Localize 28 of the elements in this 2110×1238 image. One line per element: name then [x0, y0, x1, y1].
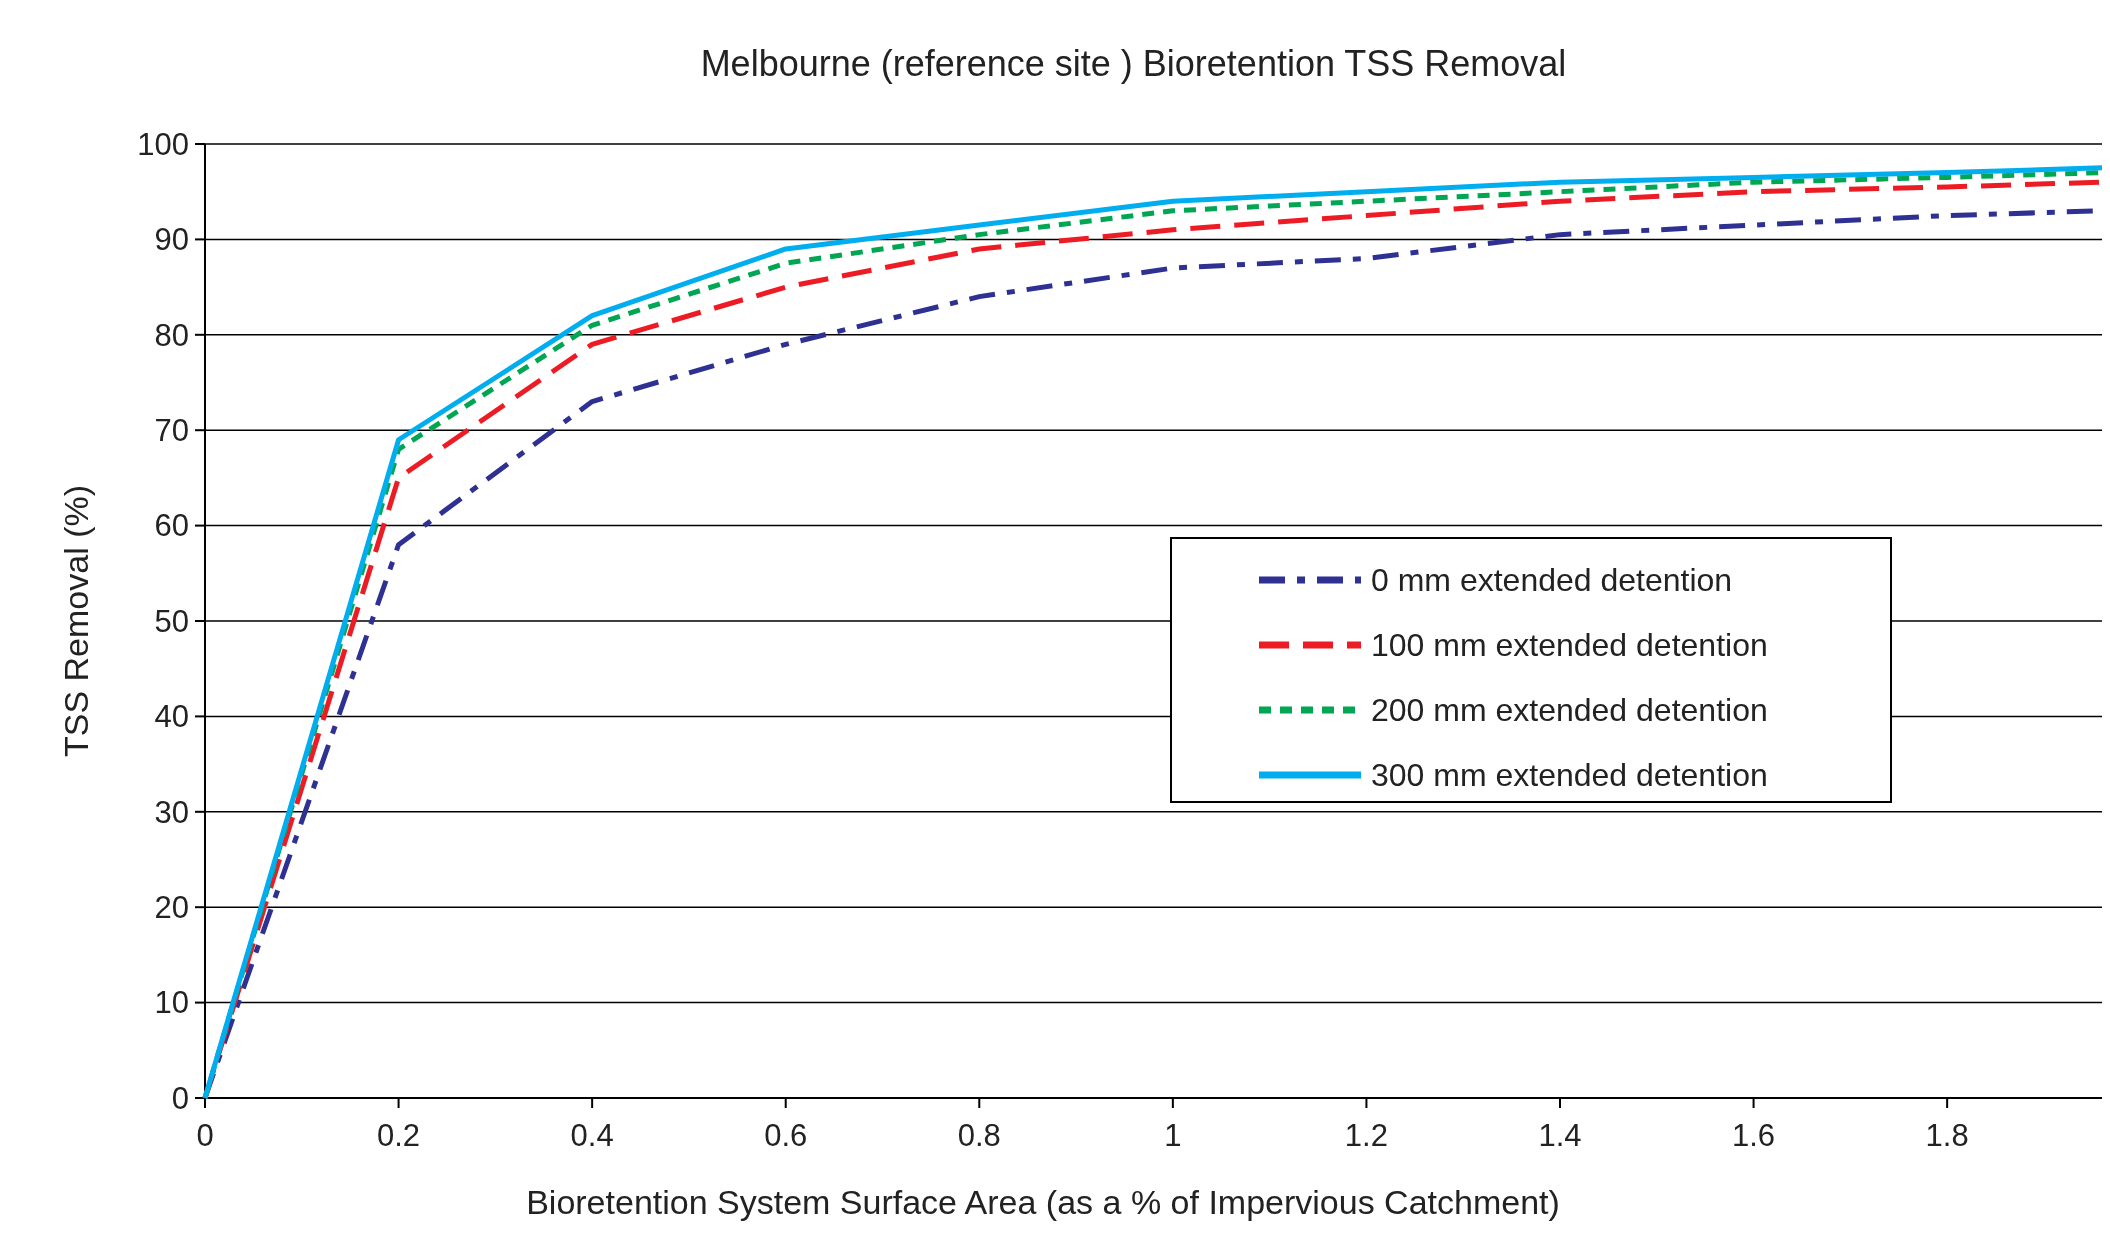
x-tick-label: 0.2 [377, 1118, 421, 1153]
y-tick-label: 80 [154, 317, 189, 353]
legend-label: 300 mm extended detention [1371, 757, 1768, 794]
y-tick-label: 20 [154, 890, 189, 926]
y-tick-label: 10 [154, 985, 189, 1021]
x-tick-label: 1.6 [1732, 1118, 1776, 1153]
x-tick-label: 0.6 [764, 1118, 808, 1153]
y-tick-label: 60 [154, 508, 189, 544]
x-tick-label: 1 [1164, 1118, 1182, 1153]
y-tick-label: 0 [171, 1080, 189, 1116]
legend-label: 200 mm extended detention [1371, 692, 1768, 729]
x-tick-label: 1.8 [1925, 1118, 1969, 1153]
x-tick-label: 0.8 [957, 1118, 1001, 1153]
x-tick-label: 1.4 [1538, 1118, 1582, 1153]
y-tick-label: 70 [154, 413, 189, 449]
chart-title: Melbourne (reference site ) Bioretention TSS Removal [700, 43, 1567, 84]
legend-label: 0 mm extended detention [1371, 562, 1733, 599]
legend-label: 100 mm extended detention [1371, 627, 1768, 664]
y-tick-label: 40 [154, 699, 189, 735]
x-tick-label: 0 [196, 1118, 214, 1153]
y-axis-title: TSS Removal (%) [57, 484, 95, 758]
y-tick-label: 50 [154, 603, 189, 639]
x-axis-title: Bioretention System Surface Area (as a % of Impervious Catchment) [526, 1183, 1560, 1221]
y-tick-label: 30 [154, 794, 189, 830]
x-tick-label: 0.4 [570, 1118, 614, 1153]
y-tick-label: 90 [154, 222, 189, 258]
x-tick-label: 1.2 [1344, 1118, 1388, 1153]
y-tick-label: 100 [137, 126, 189, 162]
